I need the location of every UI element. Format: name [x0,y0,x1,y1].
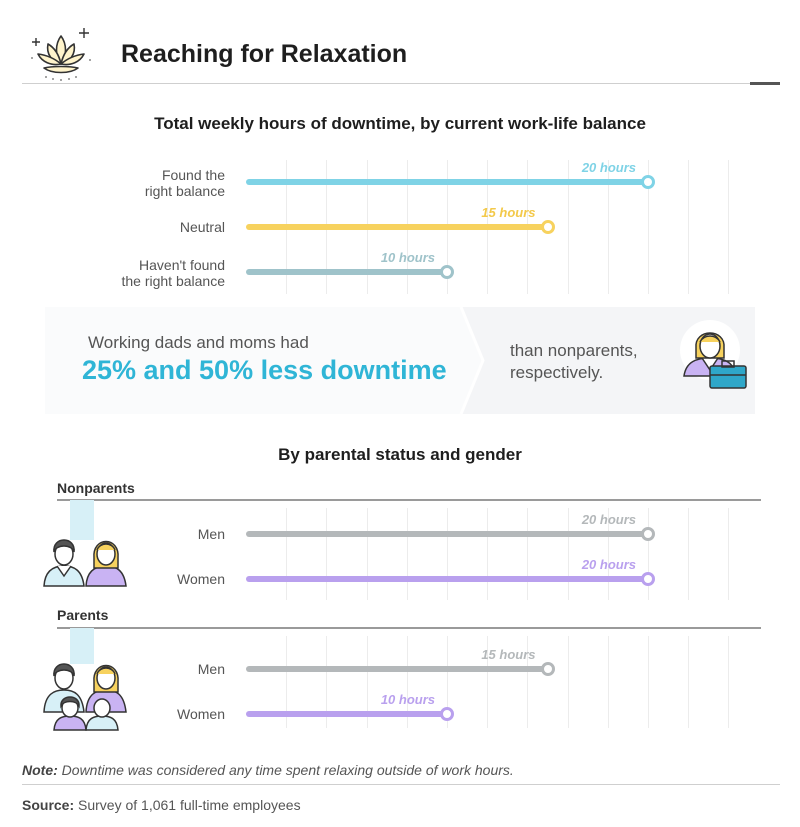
businesswoman-briefcase-icon [680,320,752,394]
group-divider-parents [57,627,761,629]
chart1-gridline [567,160,569,294]
nonparents-women-value-label: 20 hours [581,557,636,572]
row-label-parents-women: Women [177,706,225,722]
parents-gridline [567,636,569,728]
nonparents-women-bar [246,576,648,582]
nonparents-gridline [567,508,569,600]
parents-gridline [527,636,529,728]
note-text: Downtime was considered any time spent r… [57,762,514,778]
nonparents-gridline [728,508,730,600]
row-label-nonparents-men: Men [197,526,225,542]
callout-text-outro: than nonparents, respectively. [510,341,638,382]
balance-2-bar [246,269,447,275]
nonparents-gridline [527,508,529,600]
chart-note: Note: Downtime was considered any time s… [22,762,514,778]
group-divider-nonparents [57,499,761,501]
callout-text-intro: Working dads and moms had [88,333,309,352]
note-label: Note: [22,762,58,778]
man-woman-couple-icon [40,500,135,588]
title-divider-accent [750,82,780,85]
parents-gridline [286,636,288,728]
balance-0-value-label: 20 hours [581,160,636,175]
group-label-nonparents: Nonparents [57,480,135,496]
chart-source: Source: Survey of 1,061 full-time employ… [22,797,301,813]
title-divider [22,83,780,84]
chart1-title: Total weekly hours of downtime, by curre… [154,114,646,133]
row-label-2: Haven't found the right balance [121,257,225,289]
parents-women-value-label: 10 hours [380,692,435,707]
nonparents-gridline [487,508,489,600]
balance-1-bar-end [540,220,555,234]
balance-0-bar-end [641,175,655,189]
row-label-parents-men: Men [197,661,225,677]
callout-highlight: 25% and 50% less downtime [82,355,447,385]
parents-gridline [728,636,730,728]
nonparents-gridline [607,508,609,600]
footer-divider [22,784,780,785]
balance-2-bar-end [440,265,454,279]
chart1-gridline [688,160,690,294]
parents-men-bar [246,666,548,672]
nonparents-men-value-label: 20 hours [581,512,636,527]
page-title: Reaching for Relaxation [121,40,408,68]
nonparents-gridline [326,508,328,600]
chart1-gridline [728,160,730,294]
nonparents-gridline [648,508,649,600]
parents-gridline [688,636,690,728]
balance-2-value-label: 10 hours [380,250,435,265]
balance-1-bar [246,224,548,230]
parents-gridline [326,636,328,728]
chart2-title: By parental status and gender [278,445,522,464]
parents-women-bar-end [440,707,454,721]
nonparents-women-bar-end [641,572,655,586]
source-label: Source: [22,797,75,813]
parents-gridline [406,636,408,728]
callout-arrow-shape [45,307,485,414]
parents-gridline [648,636,649,728]
row-label-1: Neutral [179,219,225,235]
nonparents-men-bar-end [641,527,655,541]
row-label-nonparents-women: Women [177,571,225,587]
nonparents-men-bar [246,531,648,537]
chart1-gridline [648,160,649,294]
parents-women-bar [246,711,447,717]
balance-1-value-label: 15 hours [481,205,536,220]
parents-men-value-label: 15 hours [481,647,536,662]
nonparents-gridline [366,508,368,600]
row-label-0: Found the right balance [144,167,225,199]
parents-men-bar-end [540,662,555,676]
lotus-icon [26,24,96,86]
group-label-parents: Parents [57,607,109,623]
family-icon [40,628,135,732]
nonparents-gridline [447,508,448,600]
parents-gridline [487,636,489,728]
chart1-gridline [607,160,609,294]
parents-gridline [447,636,448,728]
source-text: Survey of 1,061 full-time employees [74,797,301,813]
parents-gridline [366,636,368,728]
nonparents-gridline [688,508,690,600]
parents-gridline [607,636,609,728]
nonparents-gridline [406,508,408,600]
balance-0-bar [246,179,648,185]
nonparents-gridline [286,508,288,600]
